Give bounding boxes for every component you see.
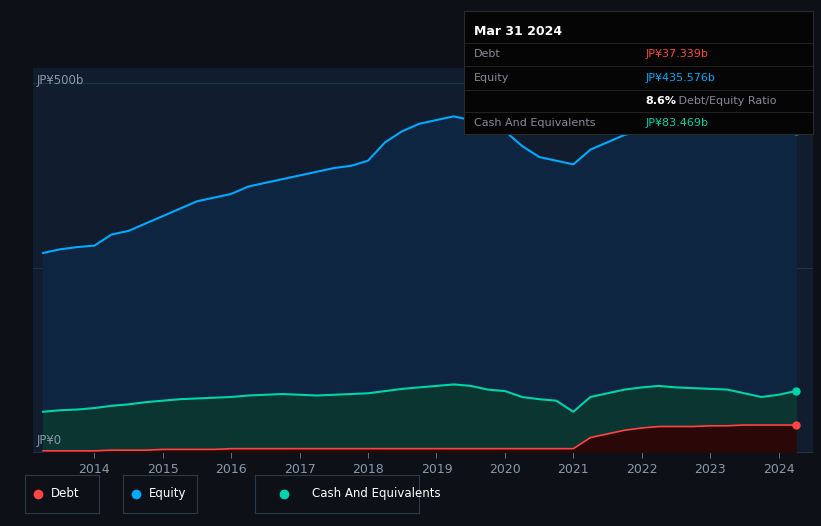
Text: JP¥435.576b: JP¥435.576b bbox=[645, 73, 715, 83]
Text: Debt/Equity Ratio: Debt/Equity Ratio bbox=[675, 96, 777, 106]
Text: JP¥37.339b: JP¥37.339b bbox=[645, 49, 709, 59]
Text: Debt: Debt bbox=[51, 488, 79, 500]
Text: Mar 31 2024: Mar 31 2024 bbox=[475, 25, 562, 38]
Text: Debt: Debt bbox=[475, 49, 501, 59]
Text: Equity: Equity bbox=[475, 73, 510, 83]
Text: JP¥83.469b: JP¥83.469b bbox=[645, 118, 709, 128]
Text: JP¥500b: JP¥500b bbox=[37, 74, 84, 87]
Text: Cash And Equivalents: Cash And Equivalents bbox=[312, 488, 441, 500]
Text: Equity: Equity bbox=[149, 488, 186, 500]
Text: Cash And Equivalents: Cash And Equivalents bbox=[475, 118, 596, 128]
Text: JP¥0: JP¥0 bbox=[37, 433, 62, 447]
Text: 8.6%: 8.6% bbox=[645, 96, 677, 106]
